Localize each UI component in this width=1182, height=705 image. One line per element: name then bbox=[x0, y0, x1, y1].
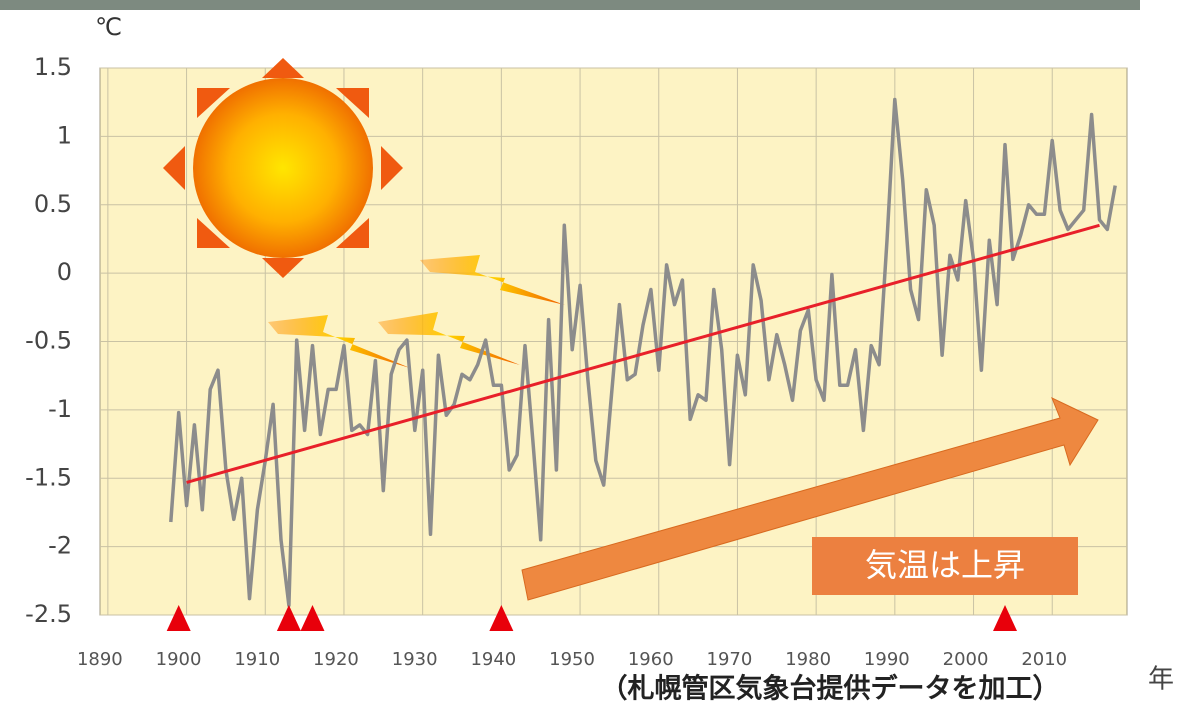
event-marker bbox=[489, 605, 514, 631]
event-marker bbox=[166, 605, 191, 631]
source: （札幌管区気象台提供データを加工） bbox=[601, 673, 1060, 705]
y-tick-label: -1 bbox=[48, 395, 72, 423]
x-tick-label: 1950 bbox=[549, 649, 595, 670]
sun bbox=[163, 58, 403, 278]
x-tick-label: 1940 bbox=[470, 649, 516, 670]
y-unit: ℃ bbox=[95, 13, 122, 41]
x-tick-label: 2000 bbox=[943, 649, 989, 670]
trend-line bbox=[186, 223, 1100, 484]
x-tick-label: 1960 bbox=[628, 649, 674, 670]
event-marker bbox=[300, 605, 325, 631]
y-tick-label: 0.5 bbox=[34, 190, 72, 218]
y-tick-label: 1.5 bbox=[34, 53, 72, 81]
y-tick-label: -2.5 bbox=[25, 600, 72, 628]
y-tick-label: 0 bbox=[57, 258, 72, 286]
x-tick-label: 1930 bbox=[392, 649, 438, 670]
x-tick-label: 1980 bbox=[785, 649, 831, 670]
event-marker bbox=[276, 605, 301, 631]
x-tick-label: 1900 bbox=[156, 649, 202, 670]
x-tick-label: 1910 bbox=[234, 649, 280, 670]
x-tick-label: 1970 bbox=[707, 649, 753, 670]
event-marker bbox=[993, 605, 1018, 631]
x-tick-label: 2010 bbox=[1021, 649, 1067, 670]
y-tick-label: 1 bbox=[57, 121, 72, 149]
trend-arrow bbox=[521, 396, 1099, 601]
y-tick-label: -0.5 bbox=[25, 327, 72, 355]
top-bar bbox=[0, 0, 1140, 10]
x-tick-label: 1890 bbox=[77, 649, 123, 670]
lightning bbox=[268, 255, 565, 368]
y-tick-label: -2 bbox=[48, 532, 72, 560]
x-tick-label: 1990 bbox=[864, 649, 910, 670]
data-line bbox=[169, 97, 1117, 608]
x-label: 年 bbox=[1148, 665, 1174, 695]
y-tick-label: -1.5 bbox=[25, 463, 72, 491]
annotation: 気温は上昇 bbox=[865, 546, 1025, 584]
annotation-box bbox=[812, 537, 1078, 595]
x-tick-label: 1920 bbox=[313, 649, 359, 670]
